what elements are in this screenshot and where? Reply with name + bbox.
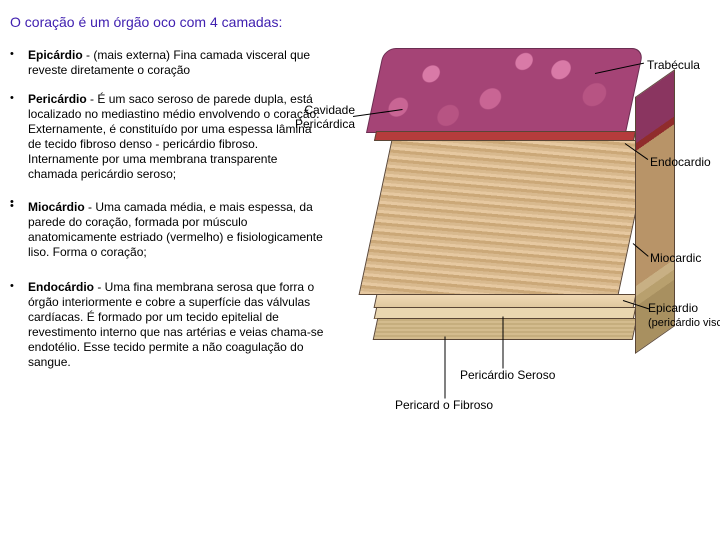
item-term: Pericárdio — [28, 92, 87, 106]
pericardio-fibroso-layer — [373, 318, 638, 340]
item-text: Epicárdio - (mais externa) Fina camada v… — [28, 48, 325, 78]
bullet-icon: • — [10, 48, 28, 78]
page-title: O coração é um órgão oco com 4 camadas: — [10, 14, 710, 30]
leader-line — [445, 337, 446, 399]
bullet-icon: • — [10, 196, 28, 198]
item-text — [28, 196, 325, 198]
list-item: • Epicárdio - (mais externa) Fina camada… — [10, 48, 325, 78]
label-seroso: Pericárdio Seroso — [460, 368, 555, 382]
miocardio-layer — [359, 140, 652, 295]
label-epicardio: Epicardio (pericárdio viscera) — [648, 301, 720, 329]
label-endocardio: Endocardio — [650, 155, 711, 169]
anatomy-diagram: Cavidade Pericárdica Trabécula Endocardi… — [335, 48, 705, 448]
bullet-icon: • — [10, 92, 28, 182]
content-row: • Epicárdio - (mais externa) Fina camada… — [10, 48, 710, 448]
list-item: • Pericárdio - É um saco seroso de pared… — [10, 92, 325, 182]
item-term: Endocárdio — [28, 280, 94, 294]
text-column: • Epicárdio - (mais externa) Fina camada… — [10, 48, 325, 448]
item-term: Epicárdio — [28, 48, 83, 62]
list-item: • Endocárdio - Uma fina membrana serosa … — [10, 280, 325, 370]
item-term: Miocárdio — [28, 200, 85, 214]
trabeculae-layer — [366, 48, 644, 133]
epicardio-layer — [374, 294, 637, 308]
list-item: • — [10, 196, 325, 198]
label-fibroso: Pericard o Fibroso — [395, 398, 493, 412]
bullet-icon: • — [10, 280, 28, 370]
item-text: Miocárdio - Uma camada média, e mais esp… — [28, 200, 325, 260]
label-trabecula: Trabécula — [647, 58, 700, 72]
label-miocardio: Miocardic — [650, 251, 701, 265]
label-cavidade: Cavidade Pericárdica — [295, 103, 355, 131]
item-text: Endocárdio - Uma fina membrana serosa qu… — [28, 280, 325, 370]
bullet-icon: • — [10, 200, 28, 260]
list-item: • Miocárdio - Uma camada média, e mais e… — [10, 200, 325, 260]
leader-line — [503, 317, 504, 369]
item-text: Pericárdio - É um saco seroso de parede … — [28, 92, 325, 182]
